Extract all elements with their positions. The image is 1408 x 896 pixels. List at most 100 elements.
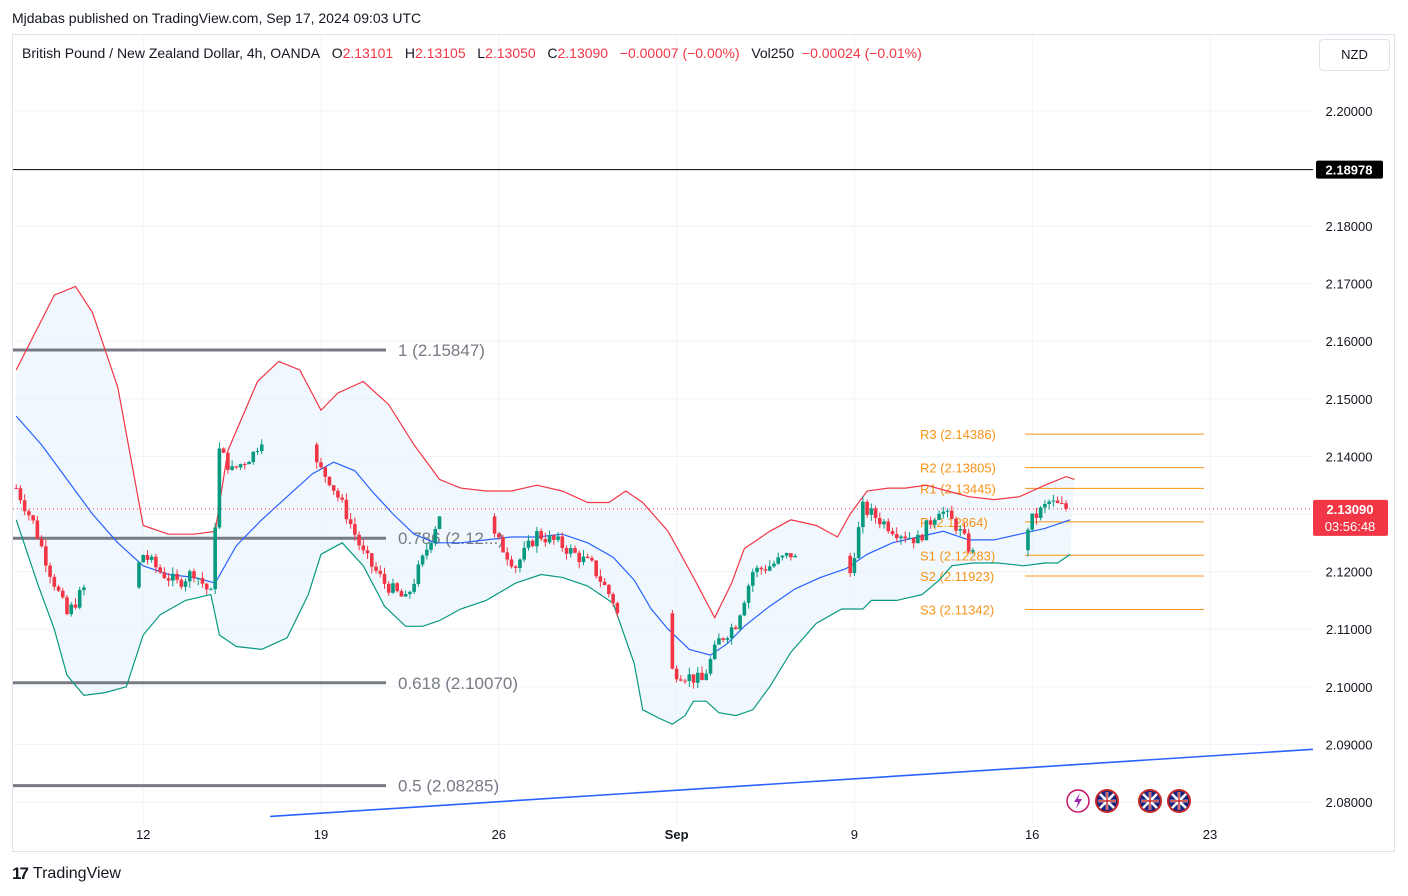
candle[interactable] xyxy=(852,552,857,577)
candle[interactable] xyxy=(780,555,785,561)
candle[interactable] xyxy=(899,534,903,545)
candle[interactable] xyxy=(708,656,713,676)
candle[interactable] xyxy=(577,550,582,569)
candle[interactable] xyxy=(77,586,82,610)
candle[interactable] xyxy=(882,519,886,529)
candle[interactable] xyxy=(348,512,353,529)
candle[interactable] xyxy=(543,532,548,547)
candle[interactable] xyxy=(192,568,196,583)
candle[interactable] xyxy=(221,447,226,454)
candle[interactable] xyxy=(949,505,954,520)
candle[interactable] xyxy=(196,577,201,586)
candle[interactable] xyxy=(501,534,505,553)
candle[interactable] xyxy=(916,530,920,544)
price-axis[interactable]: 2.20000 2.18000 2.17000 2.16000 2.15000 2.140… xyxy=(1326,104,1373,810)
trend-line[interactable] xyxy=(270,746,1362,818)
event-icons[interactable] xyxy=(1066,789,1191,813)
candle[interactable] xyxy=(175,569,179,584)
candle[interactable] xyxy=(763,564,768,574)
pivot-levels[interactable]: R3 (2.14386) R2 (2.13805) R1 (2.13445) P (2… xyxy=(920,427,1204,618)
candle[interactable] xyxy=(789,553,793,561)
candle[interactable] xyxy=(149,554,154,563)
candle[interactable] xyxy=(712,640,717,661)
candle[interactable] xyxy=(971,547,975,555)
candle[interactable] xyxy=(907,532,912,539)
candle[interactable] xyxy=(1051,494,1056,507)
candle[interactable] xyxy=(848,552,852,577)
candle[interactable] xyxy=(217,442,222,530)
candle[interactable] xyxy=(331,485,336,495)
candle[interactable] xyxy=(353,517,357,541)
candle[interactable] xyxy=(903,531,907,543)
candle[interactable] xyxy=(365,545,370,560)
candle[interactable] xyxy=(48,562,52,584)
candle[interactable] xyxy=(137,561,141,590)
candle[interactable] xyxy=(679,675,683,682)
candle[interactable] xyxy=(183,578,188,592)
candle[interactable] xyxy=(911,537,916,549)
candle[interactable] xyxy=(776,552,780,565)
currency-button[interactable]: NZD xyxy=(1319,39,1390,71)
candle[interactable] xyxy=(238,463,243,470)
candle[interactable] xyxy=(966,528,971,554)
candle[interactable] xyxy=(412,578,416,594)
candle[interactable] xyxy=(695,666,700,688)
candle[interactable] xyxy=(314,442,319,469)
candle[interactable] xyxy=(391,578,395,594)
candle[interactable] xyxy=(158,564,162,575)
candle[interactable] xyxy=(522,541,526,563)
candle[interactable] xyxy=(746,583,751,609)
candle[interactable] xyxy=(526,535,531,551)
candle[interactable] xyxy=(1034,507,1039,525)
candle[interactable] xyxy=(856,521,861,559)
candle[interactable] xyxy=(1030,513,1034,532)
time-axis[interactable]: 12 19 26 Sep 9 16 23 xyxy=(136,827,1217,842)
candle[interactable] xyxy=(683,678,687,684)
uk-flag-event-icon[interactable] xyxy=(1095,789,1119,813)
candle[interactable] xyxy=(556,532,560,543)
candle[interactable] xyxy=(82,584,86,596)
candle[interactable] xyxy=(416,560,421,587)
candle[interactable] xyxy=(370,552,374,574)
candle[interactable] xyxy=(772,560,776,568)
candle[interactable] xyxy=(590,555,594,563)
candle[interactable] xyxy=(69,602,74,617)
candle[interactable] xyxy=(674,665,679,683)
candle[interactable] xyxy=(924,520,929,541)
candle[interactable] xyxy=(573,545,577,554)
candle[interactable] xyxy=(27,509,31,521)
candle[interactable] xyxy=(1060,496,1064,505)
candle[interactable] xyxy=(344,493,349,524)
candle[interactable] xyxy=(767,560,772,572)
candle[interactable] xyxy=(615,601,620,618)
candle[interactable] xyxy=(187,569,192,588)
candle[interactable] xyxy=(894,527,899,543)
candle[interactable] xyxy=(552,534,556,545)
candle[interactable] xyxy=(581,550,586,566)
candle[interactable] xyxy=(704,669,709,681)
candle[interactable] xyxy=(171,567,175,587)
candle[interactable] xyxy=(319,457,323,470)
candle[interactable] xyxy=(1047,499,1051,510)
candle[interactable] xyxy=(873,505,878,524)
candle[interactable] xyxy=(403,590,408,597)
candle[interactable] xyxy=(941,506,946,519)
uk-flag-event-icon[interactable] xyxy=(1167,789,1191,813)
candle[interactable] xyxy=(539,528,543,542)
candle[interactable] xyxy=(721,637,725,643)
candle[interactable] xyxy=(890,527,895,536)
candle[interactable] xyxy=(560,532,565,552)
candle[interactable] xyxy=(920,533,924,543)
candle[interactable] xyxy=(408,590,412,599)
candle[interactable] xyxy=(751,568,755,592)
candle[interactable] xyxy=(670,609,675,670)
candle[interactable] xyxy=(420,554,425,567)
candle[interactable] xyxy=(154,553,158,574)
candle[interactable] xyxy=(564,545,569,560)
candle[interactable] xyxy=(755,565,759,578)
candle[interactable] xyxy=(204,582,209,595)
candle[interactable] xyxy=(687,667,692,688)
candle[interactable] xyxy=(166,572,171,587)
candle[interactable] xyxy=(742,600,747,617)
